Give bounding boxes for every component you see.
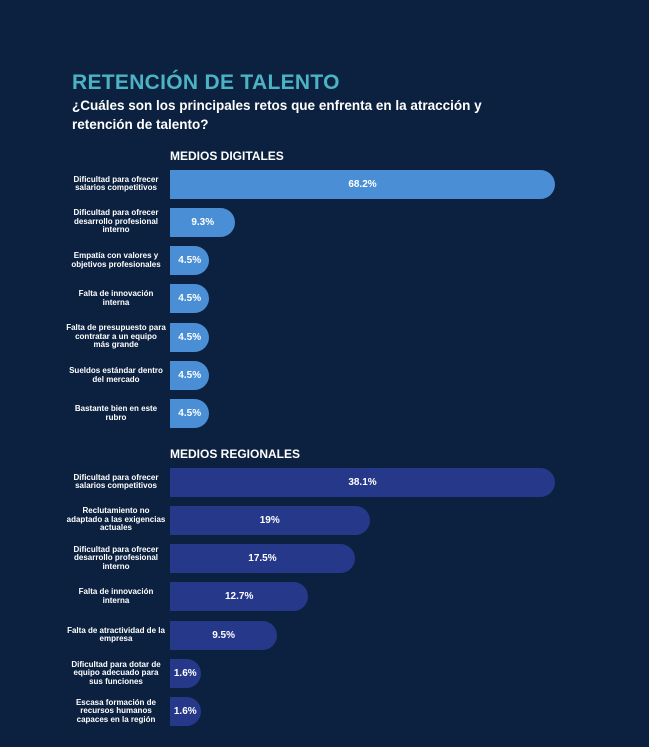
section-title: MEDIOS REGIONALES (170, 447, 301, 461)
category-label: Empatía con valores y objetivos profesio… (71, 251, 161, 269)
bar (170, 620, 278, 650)
value-label: 17.5% (248, 553, 277, 565)
bar (170, 467, 555, 497)
value-label: 38.1% (348, 476, 377, 488)
category-label: Sueldos estándar dentro del mercado (69, 366, 163, 384)
category-label: Dificultad para dotar de equipo adecuado… (71, 659, 161, 686)
category-label: Dificultad para ofrecer desarrollo profe… (73, 544, 159, 571)
category-label: Falta de presupuesto para contratar a un… (66, 323, 166, 350)
value-label: 4.5% (178, 331, 202, 343)
value-label: 4.5% (178, 408, 202, 420)
value-label: 1.6% (173, 668, 197, 679)
bar (170, 505, 370, 535)
category-label: Dificultad para ofrecer salarios competi… (73, 472, 159, 490)
section-title: MEDIOS DIGITALES (170, 149, 284, 163)
page-title: RETENCIÓN DE TALENTO (72, 71, 340, 94)
bar (170, 246, 210, 276)
category-label: Falta de innovación interna (78, 289, 154, 307)
value-label: 4.5% (178, 255, 202, 267)
category-label: Dificultad para ofrecer salarios competi… (73, 174, 159, 192)
category-label: Falta de innovación interna (78, 587, 154, 605)
value-label: 9.3% (191, 216, 215, 228)
category-label: Falta de atractividad de la empresa (67, 625, 165, 644)
value-label: 68.2% (348, 178, 377, 190)
bar (170, 284, 210, 314)
category-label: Bastante bien en este rubro (74, 404, 158, 422)
value-label: 12.7% (224, 591, 254, 603)
category-label: Reclutamiento no adaptado a las exigenci… (66, 506, 166, 533)
bar (170, 207, 236, 237)
bar (170, 361, 210, 390)
bar (170, 544, 355, 574)
bar (170, 582, 309, 612)
value-label: 4.5% (178, 370, 202, 381)
category-label: Escasa formación de recursos humanos cap… (75, 697, 157, 724)
page-subtitle: ¿Cuáles son los principales retos que en… (72, 98, 482, 132)
bar (170, 399, 210, 429)
bar (170, 169, 555, 199)
category-label: Dificultad para ofrecer desarrollo profe… (73, 208, 159, 235)
bar (170, 697, 201, 727)
value-label: 4.5% (178, 293, 202, 305)
bar (170, 659, 201, 688)
value-label: 19% (259, 514, 280, 526)
value-label: 1.6% (173, 706, 197, 718)
bar (170, 322, 210, 352)
value-label: 9.5% (212, 629, 236, 641)
